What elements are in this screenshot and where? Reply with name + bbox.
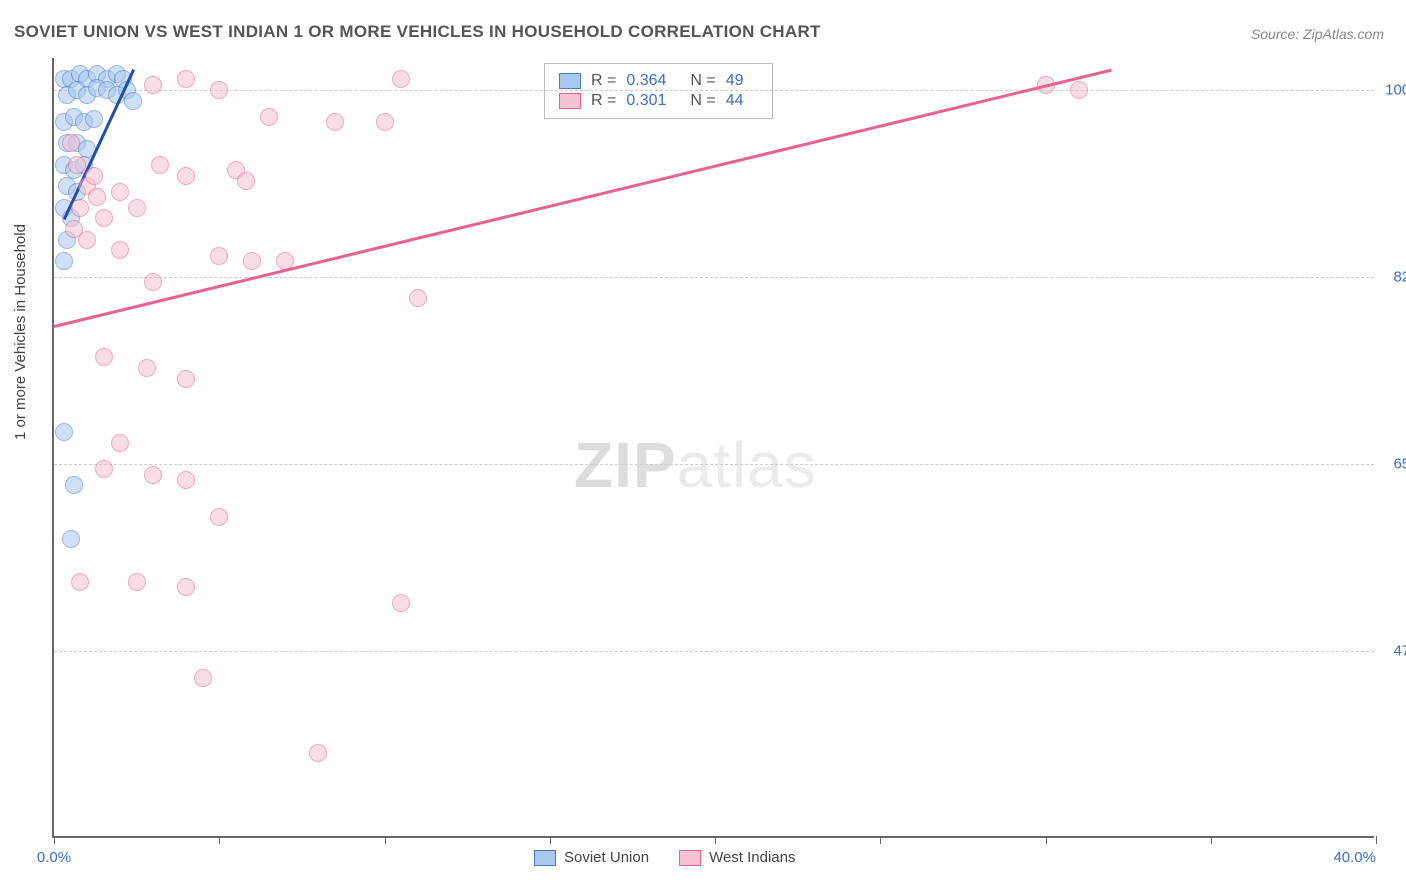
swatch-westindian: [679, 850, 701, 866]
scatter-point: [177, 370, 195, 388]
scatter-point: [62, 530, 80, 548]
scatter-point: [1070, 81, 1088, 99]
x-tick: [715, 836, 716, 844]
scatter-point: [55, 423, 73, 441]
plot-area: ZIPatlas R = 0.364 N = 49 R = 0.301 N = …: [52, 58, 1374, 838]
scatter-point: [111, 241, 129, 259]
y-tick-label: 82.5%: [1393, 269, 1406, 286]
scatter-point: [210, 247, 228, 265]
x-tick: [1376, 836, 1377, 844]
scatter-point: [55, 252, 73, 270]
y-tick-label: 100.0%: [1385, 82, 1406, 99]
y-tick-label: 65.0%: [1393, 456, 1406, 473]
x-tick: [1046, 836, 1047, 844]
scatter-point: [177, 70, 195, 88]
scatter-point: [326, 113, 344, 131]
scatter-point: [309, 744, 327, 762]
scatter-point: [177, 167, 195, 185]
scatter-point: [95, 209, 113, 227]
x-tick: [385, 836, 386, 844]
legend-label: West Indians: [709, 849, 795, 866]
series-legend: Soviet Union West Indians: [534, 849, 796, 866]
scatter-point: [210, 508, 228, 526]
x-tick: [219, 836, 220, 844]
scatter-point: [65, 476, 83, 494]
scatter-point: [144, 76, 162, 94]
scatter-point: [194, 669, 212, 687]
scatter-point: [392, 594, 410, 612]
legend-item-westindian: West Indians: [679, 849, 795, 866]
scatter-point: [376, 113, 394, 131]
swatch-soviet: [534, 850, 556, 866]
x-tick-label: 40.0%: [1333, 849, 1376, 866]
swatch-westindian: [559, 93, 581, 109]
legend-row-soviet: R = 0.364 N = 49: [559, 72, 758, 90]
scatter-point: [409, 289, 427, 307]
scatter-point: [111, 183, 129, 201]
scatter-point: [88, 188, 106, 206]
x-tick: [550, 836, 551, 844]
y-tick-label: 47.5%: [1393, 643, 1406, 660]
x-tick: [1211, 836, 1212, 844]
scatter-point: [260, 108, 278, 126]
gridline-h: [54, 464, 1374, 465]
scatter-point: [95, 460, 113, 478]
scatter-point: [68, 156, 86, 174]
y-axis-label: 1 or more Vehicles in Household: [12, 224, 29, 440]
scatter-point: [243, 252, 261, 270]
scatter-point: [71, 199, 89, 217]
scatter-point: [65, 220, 83, 238]
scatter-point: [85, 167, 103, 185]
scatter-point: [85, 110, 103, 128]
swatch-soviet: [559, 73, 581, 89]
source-attribution: Source: ZipAtlas.com: [1251, 26, 1384, 42]
x-tick-label: 0.0%: [37, 849, 71, 866]
scatter-point: [128, 573, 146, 591]
gridline-h: [54, 90, 1374, 91]
scatter-point: [151, 156, 169, 174]
scatter-point: [144, 466, 162, 484]
scatter-point: [237, 172, 255, 190]
scatter-point: [177, 471, 195, 489]
scatter-point: [392, 70, 410, 88]
scatter-point: [71, 573, 89, 591]
gridline-h: [54, 651, 1374, 652]
scatter-point: [210, 81, 228, 99]
x-tick: [880, 836, 881, 844]
scatter-point: [144, 273, 162, 291]
scatter-point: [128, 199, 146, 217]
scatter-point: [124, 92, 142, 110]
legend-row-westindian: R = 0.301 N = 44: [559, 92, 758, 110]
legend-item-soviet: Soviet Union: [534, 849, 649, 866]
scatter-point: [111, 434, 129, 452]
legend-label: Soviet Union: [564, 849, 649, 866]
scatter-point: [62, 134, 80, 152]
scatter-point: [138, 359, 156, 377]
x-tick: [54, 836, 55, 844]
scatter-point: [177, 578, 195, 596]
scatter-point: [95, 348, 113, 366]
chart-title: SOVIET UNION VS WEST INDIAN 1 OR MORE VE…: [14, 22, 821, 42]
